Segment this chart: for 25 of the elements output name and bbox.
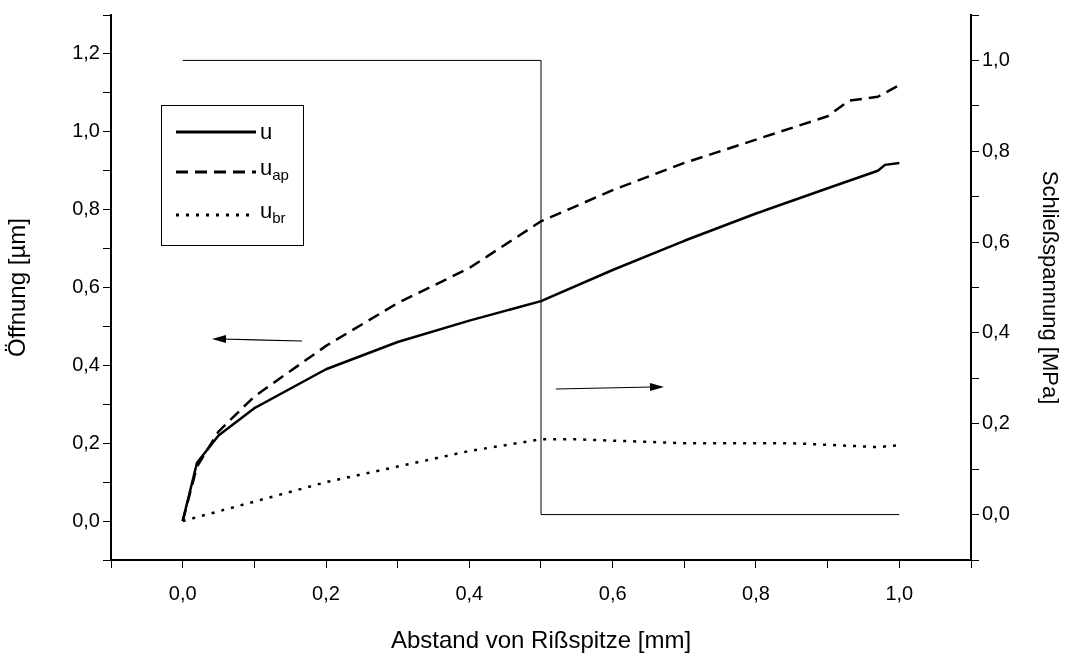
y2-tick-label: 0,2	[982, 411, 1010, 434]
y-tick-label: 0,6	[72, 275, 100, 298]
x-tick-label: 0,8	[742, 581, 770, 604]
x-tick-label: 0,4	[455, 581, 484, 604]
legend-label: u	[260, 118, 273, 146]
y2-tick-label: 0,6	[982, 229, 1010, 252]
y-tick-label: 0,8	[72, 197, 100, 220]
y2-axis-title: Schließspannung [MPa]	[1037, 170, 1063, 405]
x-tick-label: 0,2	[312, 581, 340, 604]
y2-tick-label: 0,4	[982, 320, 1010, 343]
y2-tick-label: 0,8	[982, 138, 1010, 161]
legend-label: u$_{br}$	[260, 197, 286, 229]
y-tick-label: 0,4	[72, 352, 100, 375]
x-tick-label: 0,0	[168, 581, 197, 604]
y-axis-title: Öffnung [µm]	[3, 218, 31, 357]
x-tick-label: 1,0	[885, 581, 914, 604]
x-tick-label: 0,6	[598, 581, 627, 604]
x-axis-title: Abstand von Rißspitze [mm]	[390, 626, 692, 654]
y-tick-label: 1,2	[72, 41, 100, 64]
y-tick-label: 1,0	[72, 119, 100, 142]
y-tick-label: 0,2	[72, 430, 100, 453]
legend-label: u$_{ap}$	[260, 154, 289, 186]
y-tick-label: 0,0	[72, 508, 100, 531]
y2-tick-label: 0,0	[982, 502, 1010, 525]
y2-tick-label: 1,0	[982, 47, 1010, 70]
